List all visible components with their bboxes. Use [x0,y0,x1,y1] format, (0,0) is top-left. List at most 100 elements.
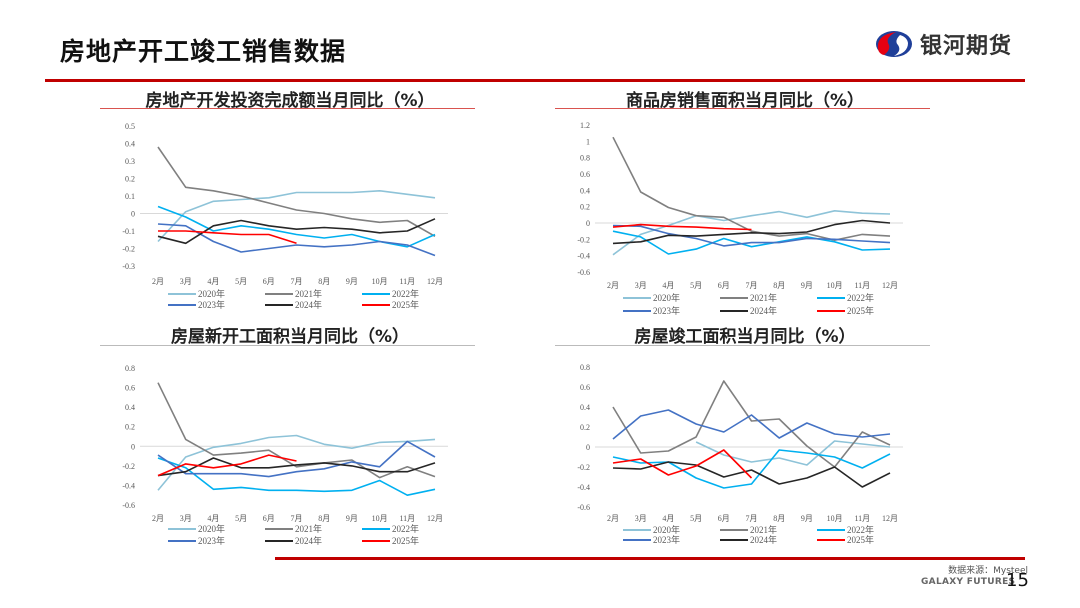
series-line-2021 [157,146,436,237]
x-tick-label: 2月 [152,514,164,523]
x-tick-label: 9月 [801,514,813,523]
legend-label: 2021年 [295,288,322,299]
series-line-2020 [157,190,436,243]
x-tick-label: 12月 [882,281,898,290]
series-line-2022 [157,457,436,496]
legend-label: 2024年 [295,299,322,310]
chart-title-sales: 商品房销售面积当月同比（%） [625,91,865,111]
x-tick-label: 6月 [263,514,275,523]
logo-text: 银河期货 [920,34,1013,59]
x-tick-label: 7月 [291,514,303,523]
legend-label: 2022年 [847,292,874,303]
y-tick-label: -0.4 [577,252,590,261]
legend-label: 2025年 [847,305,874,316]
legend-label: 2020年 [653,524,680,535]
legend-label: 2022年 [392,523,419,534]
y-tick-label: 0 [131,210,135,219]
y-tick-label: -0.2 [577,463,590,472]
chart-investment: 0.5 0.4 0.3 0.2 0.1 0 -0.1 -0.2 -0.3 2月 3月 4月 5月 6月 7月… [100,110,480,325]
y-tick-label: 0.4 [580,186,590,195]
y-tick-label: 0 [586,219,590,228]
y-tick-label: -0.6 [577,503,590,512]
series-line-2023 [157,223,436,257]
chart-sales: 1.2 1 0.8 0.6 0.4 0.2 0 -0.2 -0.4 -0.6 2月 3月 4月 5月 6月 7… [555,110,935,325]
y-tick-label: 0.4 [580,403,590,412]
series-line-2025 [612,223,752,231]
x-tick-label: 8月 [318,277,330,286]
y-tick-label: 0.2 [125,423,135,432]
y-tick-label: 0.2 [580,203,590,212]
legend-label: 2025年 [392,299,419,310]
legend-label: 2023年 [653,534,680,545]
x-tick-label: 3月 [635,281,647,290]
x-tick-label: 9月 [346,277,358,286]
x-tick-label: 4月 [207,514,219,523]
y-tick-label: 0.2 [125,175,135,184]
y-tick-label: 0.8 [125,364,135,373]
series-line-2021 [157,382,436,479]
legend-label: 2021年 [750,524,777,535]
series-line-2024 [157,457,436,477]
series-line-2021 [612,380,891,468]
y-tick-label: -0.1 [122,227,135,236]
series-line-2025 [612,449,753,479]
y-tick-label: -0.2 [122,462,135,471]
y-tick-label: 0.8 [580,363,590,372]
y-tick-label: -0.3 [122,262,135,271]
legend-label: 2023年 [653,305,680,316]
page-number: 15 [1006,570,1029,591]
chart-title-new-starts: 房屋新开工面积当月同比（%） [170,327,410,347]
company-logo: 银河期货 [874,28,1012,60]
legend-label: 2020年 [653,292,680,303]
y-tick-label: 0.2 [580,423,590,432]
series-line-2022 [612,230,891,255]
x-tick-label: 11月 [399,514,415,523]
header-divider [45,79,1025,82]
x-tick-label: 5月 [690,514,702,523]
y-tick-label: 0.6 [580,170,590,179]
legend-label: 2020年 [198,523,225,534]
chart-new-starts: 0.8 0.6 0.4 0.2 0 -0.2 -0.4 -0.6 2月 3月 4月 5月 6月 7月 8月 9… [100,350,480,565]
legend-label: 2023年 [198,535,225,546]
y-tick-label: 1 [586,137,590,146]
y-tick-label: 0.1 [125,192,135,201]
x-tick-label: 6月 [718,514,730,523]
x-tick-label: 11月 [854,514,870,523]
x-tick-label: 4月 [662,514,674,523]
x-tick-label: 4月 [662,281,674,290]
x-tick-label: 7月 [746,281,758,290]
x-tick-label: 8月 [773,281,785,290]
legend-label: 2025年 [847,534,874,545]
x-tick-label: 2月 [607,281,619,290]
series-line-2025 [157,454,297,477]
series-line-2020 [157,434,436,491]
y-tick-label: 0.6 [125,384,135,393]
series-line-2024 [157,218,436,245]
x-tick-label: 6月 [718,281,730,290]
page-title: 房地产开工竣工销售数据 [60,37,347,66]
x-tick-label: 11月 [854,281,870,290]
y-tick-label: 0.4 [125,403,135,412]
x-tick-label: 10月 [372,277,388,286]
data-source: 数据来源：Mysteel [948,566,1028,576]
chart-title-completions: 房屋竣工面积当月同比（%） [634,327,856,347]
y-tick-label: 0 [586,443,590,452]
footer-brand: GALAXY FUTURES [921,577,1016,587]
series-line-2025 [158,230,297,245]
chart-title-investment: 房地产开发投资完成额当月同比（%） [145,91,435,111]
series-line-2022 [612,449,891,489]
x-tick-label: 12月 [427,514,443,523]
series-line-2022 [157,205,436,248]
x-tick-label: 5月 [690,281,702,290]
series-line-2020 [695,440,891,466]
series-line-2023 [157,440,436,478]
y-tick-label: 0.6 [580,383,590,392]
x-tick-label: 3月 [180,514,192,523]
y-tick-label: 0.3 [125,157,135,166]
x-tick-label: 2月 [152,277,164,286]
legend-label: 2024年 [750,534,777,545]
x-tick-label: 9月 [801,281,813,290]
y-tick-label: 0.4 [125,140,135,149]
chart-divider [100,108,475,109]
legend-label: 2020年 [198,288,225,299]
